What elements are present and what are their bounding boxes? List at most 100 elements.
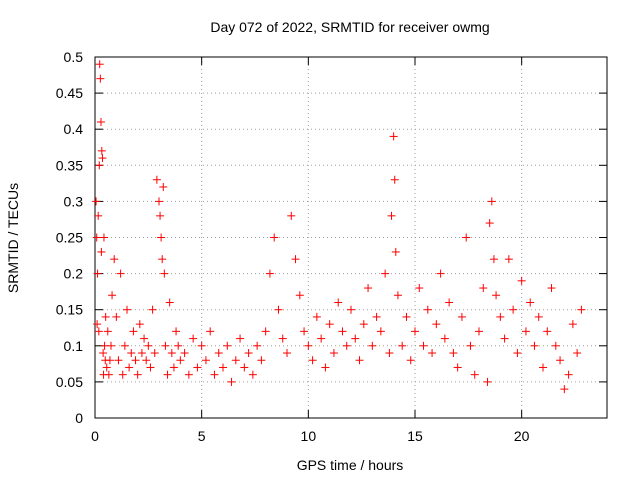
data-point [295, 291, 304, 300]
y-tick-label: 0.15 [56, 302, 83, 318]
data-point [146, 363, 155, 372]
x-tick-label: 10 [301, 428, 317, 444]
data-point [125, 363, 134, 372]
data-point [97, 146, 106, 155]
data-point [325, 320, 334, 329]
data-point [415, 284, 424, 293]
data-point [466, 341, 475, 350]
data-point [573, 349, 582, 358]
data-point [96, 117, 105, 126]
data-points [92, 60, 586, 394]
data-point [406, 356, 415, 365]
data-point [236, 334, 245, 343]
data-point [278, 334, 287, 343]
data-point [364, 284, 373, 293]
data-point [577, 305, 586, 314]
data-point [530, 341, 539, 350]
data-point [453, 363, 462, 372]
data-point [180, 349, 189, 358]
data-point [112, 312, 121, 321]
data-point [97, 247, 106, 256]
data-point [517, 276, 526, 285]
data-point [568, 320, 577, 329]
data-point [551, 341, 560, 350]
data-point [489, 255, 498, 264]
data-point [160, 269, 169, 278]
data-point [98, 154, 107, 163]
data-point [539, 363, 547, 372]
data-point [513, 349, 522, 358]
data-point [118, 370, 127, 379]
data-point [161, 341, 170, 350]
data-point [172, 327, 181, 336]
data-point [96, 74, 105, 83]
data-point [148, 305, 157, 314]
data-point [231, 356, 240, 365]
data-point [104, 370, 113, 379]
data-point [419, 341, 428, 350]
data-point [300, 327, 309, 336]
y-tick-label: 0.05 [56, 374, 83, 390]
data-point [120, 341, 129, 350]
y-tick-label: 0.25 [56, 230, 83, 246]
data-point [189, 334, 198, 343]
data-point [509, 305, 518, 314]
data-point [99, 349, 108, 358]
data-point [142, 356, 151, 365]
data-point [169, 363, 178, 372]
data-point [103, 327, 112, 336]
data-point [423, 305, 432, 314]
data-point [184, 370, 193, 379]
data-point [385, 349, 394, 358]
data-point [543, 327, 552, 336]
chart-title: Day 072 of 2022, SRMTID for receiver owm… [210, 19, 489, 35]
data-point [492, 291, 501, 300]
data-point [347, 305, 355, 314]
data-point [321, 363, 330, 372]
data-point [560, 385, 569, 394]
grid-layer [95, 57, 607, 418]
data-point [534, 312, 543, 321]
data-point [107, 341, 115, 350]
data-point [387, 211, 396, 220]
data-point [500, 334, 509, 343]
data-point [308, 356, 317, 365]
y-axis-label: SRMTID / TECUs [5, 183, 21, 293]
data-point [94, 211, 103, 220]
data-point [381, 269, 390, 278]
data-point [393, 291, 402, 300]
y-tick-label: 0.5 [64, 49, 84, 65]
data-point [114, 356, 123, 365]
data-point [274, 305, 283, 314]
data-point [257, 356, 266, 365]
data-point [368, 341, 377, 350]
data-point [475, 327, 483, 336]
data-point [133, 370, 142, 379]
data-point [144, 341, 153, 350]
data-point [140, 334, 149, 343]
data-point [95, 161, 104, 170]
data-point [261, 327, 270, 336]
data-point [101, 312, 110, 321]
data-point [411, 327, 419, 336]
data-point [483, 377, 492, 386]
data-point [152, 175, 161, 184]
data-point [372, 312, 381, 321]
y-tick-label: 0.3 [64, 193, 84, 209]
data-point [174, 341, 183, 350]
data-point [99, 233, 108, 242]
data-point [163, 370, 172, 379]
data-point [93, 269, 102, 278]
data-point [92, 233, 101, 242]
data-point [496, 312, 505, 321]
data-point [214, 349, 223, 358]
data-point [342, 341, 351, 350]
data-point [240, 363, 249, 372]
data-point [127, 349, 136, 358]
data-point [312, 312, 321, 321]
data-point [156, 211, 165, 220]
data-point [150, 349, 159, 358]
data-point [317, 334, 326, 343]
data-point [248, 370, 257, 379]
